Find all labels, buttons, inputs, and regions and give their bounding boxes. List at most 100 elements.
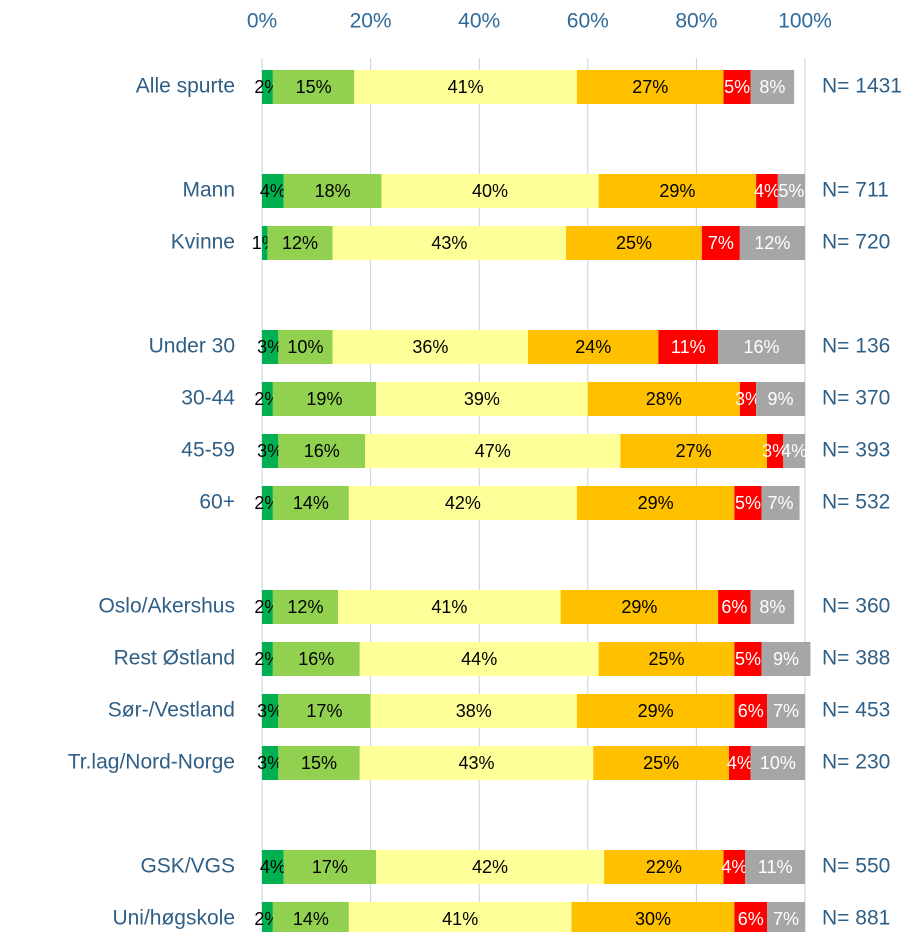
bar-segment <box>604 850 724 884</box>
data-label: 4% <box>754 181 780 201</box>
data-label: 4% <box>260 181 286 201</box>
n-label: N= 550 <box>822 855 890 878</box>
data-label: 4% <box>721 857 747 877</box>
bar-segment <box>262 850 284 884</box>
data-label: 7% <box>773 701 799 721</box>
data-label: 9% <box>773 649 799 669</box>
n-label: N= 360 <box>822 595 890 618</box>
bar-segment <box>272 486 349 520</box>
bar-segment <box>723 850 746 884</box>
data-label: 5% <box>778 181 804 201</box>
data-label: 6% <box>738 701 764 721</box>
data-label: 16% <box>298 649 334 669</box>
bar-segment <box>278 694 371 728</box>
data-label: 12% <box>282 233 318 253</box>
bar-segment <box>348 486 577 520</box>
data-label: 41% <box>442 909 478 929</box>
bar-segment <box>756 174 778 208</box>
bar-segment <box>376 850 605 884</box>
data-label: 30% <box>635 909 671 929</box>
bar-segment <box>272 590 339 624</box>
n-label: N= 532 <box>822 491 890 514</box>
bar-segment <box>728 746 751 780</box>
bar-segment <box>766 902 805 932</box>
bar-segment <box>278 330 333 364</box>
bar-segment <box>272 902 349 932</box>
bar-segment <box>262 226 268 260</box>
bar-segment <box>262 902 273 932</box>
bar-segment <box>734 486 762 520</box>
bar-segment <box>332 330 529 364</box>
x-tick-label: 0% <box>247 10 277 33</box>
bar-segment <box>262 382 273 416</box>
data-label: 16% <box>744 337 780 357</box>
bar-segment <box>262 330 279 364</box>
bar-segment <box>718 590 751 624</box>
category-label: 30-44 <box>181 387 235 410</box>
data-label: 18% <box>315 181 351 201</box>
bar-segment <box>745 850 805 884</box>
data-label: 9% <box>768 389 794 409</box>
data-label: 3% <box>257 441 283 461</box>
data-label: 3% <box>735 389 761 409</box>
bar-segment <box>332 226 567 260</box>
data-label: 40% <box>472 181 508 201</box>
data-label: 15% <box>301 753 337 773</box>
data-label: 3% <box>762 441 788 461</box>
bar-segment <box>381 174 599 208</box>
bar-segment <box>283 174 382 208</box>
bar-segment <box>576 70 724 104</box>
data-label: 22% <box>646 857 682 877</box>
data-label: 15% <box>296 77 332 97</box>
data-label: 41% <box>431 597 467 617</box>
category-label: Mann <box>182 179 235 202</box>
data-label: 44% <box>461 649 497 669</box>
bar-segment <box>587 382 740 416</box>
data-label: 17% <box>306 701 342 721</box>
data-label: 42% <box>472 857 508 877</box>
bar-segment <box>701 226 740 260</box>
data-label: 27% <box>676 441 712 461</box>
bar-segment <box>766 434 784 468</box>
bar-segment <box>278 434 366 468</box>
bar-segment <box>262 746 279 780</box>
data-label: 12% <box>287 597 323 617</box>
bar-segment <box>756 382 805 416</box>
n-label: N= 230 <box>822 751 890 774</box>
category-label: 45-59 <box>181 439 235 462</box>
data-label: 24% <box>575 337 611 357</box>
data-label: 43% <box>431 233 467 253</box>
bar-segment <box>576 486 735 520</box>
data-label: 7% <box>773 909 799 929</box>
bar-segment <box>283 850 377 884</box>
bar-segment <box>370 694 577 728</box>
data-label: 7% <box>768 493 794 513</box>
data-label: 29% <box>659 181 695 201</box>
bar-segment <box>272 642 360 676</box>
data-label: 3% <box>257 701 283 721</box>
data-label: 6% <box>738 909 764 929</box>
data-label: 4% <box>260 857 286 877</box>
data-label: 4% <box>727 753 753 773</box>
data-label: 14% <box>293 909 329 929</box>
bar-segment <box>734 694 767 728</box>
bar-segment <box>739 382 757 416</box>
n-label: N= 393 <box>822 439 890 462</box>
data-label: 11% <box>671 337 706 357</box>
bar-segment <box>620 434 767 468</box>
bar-segment <box>262 174 284 208</box>
category-label: Under 30 <box>149 335 235 358</box>
n-label: N= 388 <box>822 647 890 670</box>
bar-segment <box>262 694 279 728</box>
category-label: Tr.lag/Nord-Norge <box>68 751 235 774</box>
bar-segment <box>348 902 572 932</box>
bar-segment <box>528 330 659 364</box>
bar-segment <box>734 902 767 932</box>
bar-segment <box>354 70 577 104</box>
data-label: 14% <box>293 493 329 513</box>
x-tick-label: 80% <box>675 10 717 33</box>
n-label: N= 136 <box>822 335 890 358</box>
bar-segment <box>777 174 805 208</box>
bar-segment <box>783 434 805 468</box>
